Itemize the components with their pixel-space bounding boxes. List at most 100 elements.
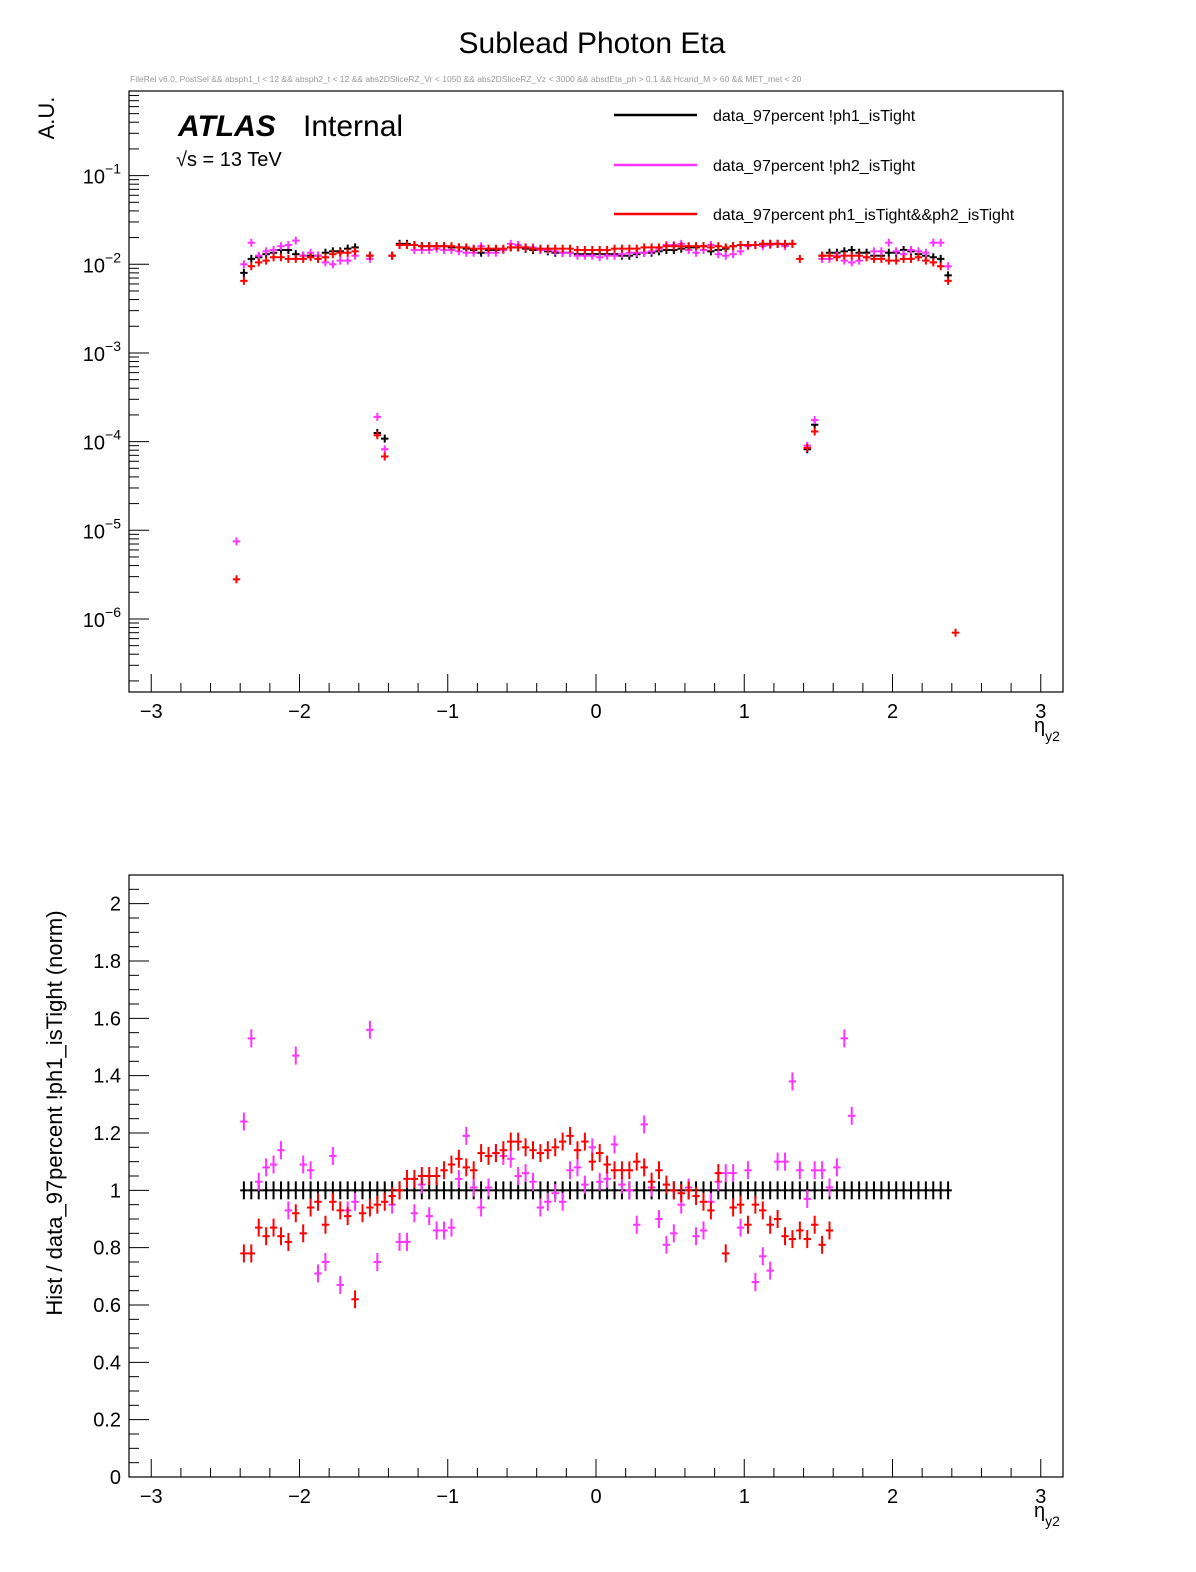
data-point [507, 1149, 515, 1168]
data-point [722, 1164, 730, 1183]
data-point [484, 1146, 493, 1165]
data-point [684, 242, 693, 251]
data-point [929, 1181, 937, 1200]
data-point [633, 1215, 641, 1234]
data-point [455, 1149, 463, 1168]
data-point [566, 1181, 574, 1200]
data-point [566, 244, 574, 253]
data-point [796, 1161, 804, 1180]
data-point [462, 1158, 470, 1177]
data-point [914, 253, 923, 262]
data-point [707, 243, 715, 252]
data-point [618, 1161, 626, 1180]
data-point [255, 1172, 263, 1191]
x-tick-label: 3 [1035, 1486, 1046, 1508]
series-3 [232, 239, 960, 637]
data-point [381, 452, 389, 461]
data-point [329, 260, 337, 269]
data-point [603, 1155, 611, 1174]
x-tick-label: 1 [739, 1486, 750, 1508]
data-point [722, 251, 730, 260]
data-point [788, 1230, 797, 1249]
data-point [766, 239, 774, 248]
data-point [277, 253, 285, 262]
data-point [810, 1161, 819, 1180]
data-point [255, 258, 263, 267]
data-point [381, 1192, 389, 1211]
data-point [907, 1181, 915, 1200]
data-point [544, 244, 552, 253]
data-point [366, 1181, 374, 1200]
data-point [484, 1178, 493, 1197]
data-point [373, 412, 382, 421]
data-point [284, 1181, 293, 1200]
y-tick-label: 10−1 [83, 161, 121, 189]
data-point [292, 254, 300, 263]
data-point [692, 242, 700, 251]
data-point [751, 1273, 760, 1292]
data-point [759, 239, 767, 248]
data-point [447, 242, 456, 251]
data-point [640, 1115, 648, 1134]
data-point [647, 1172, 656, 1191]
data-point [321, 253, 330, 262]
data-point [596, 1172, 604, 1191]
data-point [314, 254, 322, 263]
data-point [232, 537, 241, 546]
y-tick-label: 1.6 [93, 1008, 121, 1030]
data-point [907, 254, 915, 263]
data-point [714, 242, 723, 251]
data-point [922, 1181, 930, 1200]
data-point [825, 1221, 834, 1240]
data-point [610, 1135, 619, 1154]
data-point [914, 1181, 923, 1200]
y-axis-label: A.U. [34, 97, 59, 140]
data-point [684, 1181, 693, 1200]
data-point [336, 248, 344, 257]
data-point [788, 239, 797, 248]
x-tick-label: 3 [1035, 701, 1046, 723]
data-point [833, 1158, 841, 1177]
data-point [299, 1155, 307, 1174]
x-tick-label: 0 [590, 1486, 601, 1508]
data-point [788, 1181, 797, 1200]
data-point [284, 240, 293, 249]
data-point [551, 1184, 559, 1203]
data-point [759, 1181, 767, 1200]
data-point [907, 245, 915, 254]
data-point [714, 1164, 723, 1183]
data-point [944, 276, 952, 285]
data-point [818, 1161, 826, 1180]
data-point [432, 1167, 441, 1185]
data-point [736, 240, 745, 249]
data-point [781, 1227, 789, 1246]
data-point [848, 251, 856, 260]
data-point [640, 243, 648, 252]
data-point [403, 1232, 411, 1251]
data-point [262, 1181, 270, 1200]
data-point [744, 240, 752, 249]
data-point [781, 239, 789, 248]
data-point [922, 256, 930, 265]
data-point [358, 1181, 367, 1200]
data-point [343, 248, 352, 257]
data-point [269, 245, 278, 254]
data-point [551, 1138, 559, 1157]
data-point [862, 253, 871, 262]
data-point [655, 1210, 663, 1228]
data-point [477, 1181, 485, 1200]
data-point [566, 1161, 574, 1180]
data-point [455, 243, 463, 252]
data-point [425, 242, 433, 251]
data-point [521, 1181, 530, 1200]
data-point [410, 1204, 419, 1223]
data-point [536, 1181, 545, 1200]
data-point [803, 443, 811, 452]
x-tick-label: −3 [140, 701, 163, 723]
data-point [521, 1164, 530, 1183]
data-point [692, 1187, 700, 1206]
data-point [870, 254, 878, 263]
data-point [833, 253, 841, 262]
